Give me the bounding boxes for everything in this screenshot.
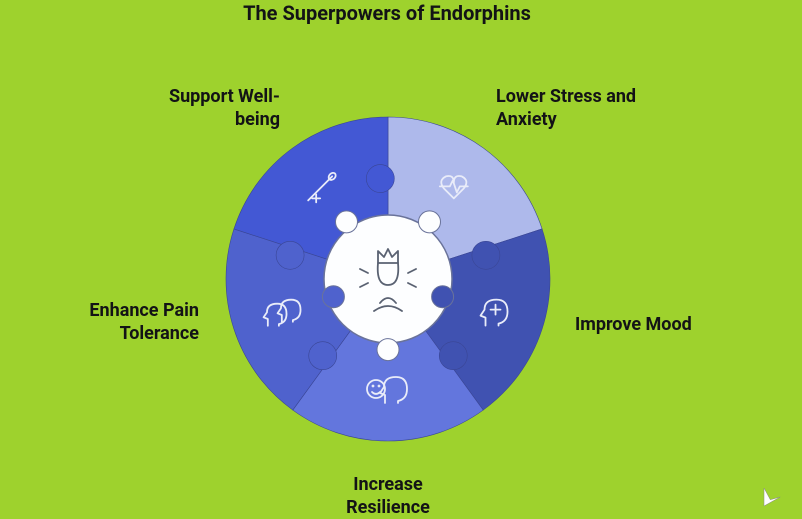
hub-knob bbox=[432, 286, 454, 308]
puzzle-knob bbox=[472, 241, 500, 269]
hub-knob bbox=[377, 339, 399, 361]
hub-knob bbox=[336, 211, 358, 233]
puzzle-knob bbox=[439, 342, 467, 370]
puzzle-knob bbox=[366, 165, 394, 193]
diagram-svg bbox=[0, 0, 802, 519]
label-lowerstress: Lower Stress andAnxiety bbox=[496, 86, 672, 131]
label-resilience: IncreaseResilience bbox=[310, 474, 466, 519]
label-paintolerance: Enhance PainTolerance bbox=[63, 300, 199, 345]
hub-knob bbox=[418, 211, 440, 233]
label-wellbeing: Support Well-being bbox=[140, 86, 280, 131]
cursor-icon bbox=[764, 488, 780, 506]
puzzle-knob bbox=[276, 241, 304, 269]
label-improvemood: Improve Mood bbox=[575, 314, 725, 337]
center-hub bbox=[324, 215, 452, 343]
puzzle-knob bbox=[309, 342, 337, 370]
hub-knob bbox=[322, 286, 344, 308]
